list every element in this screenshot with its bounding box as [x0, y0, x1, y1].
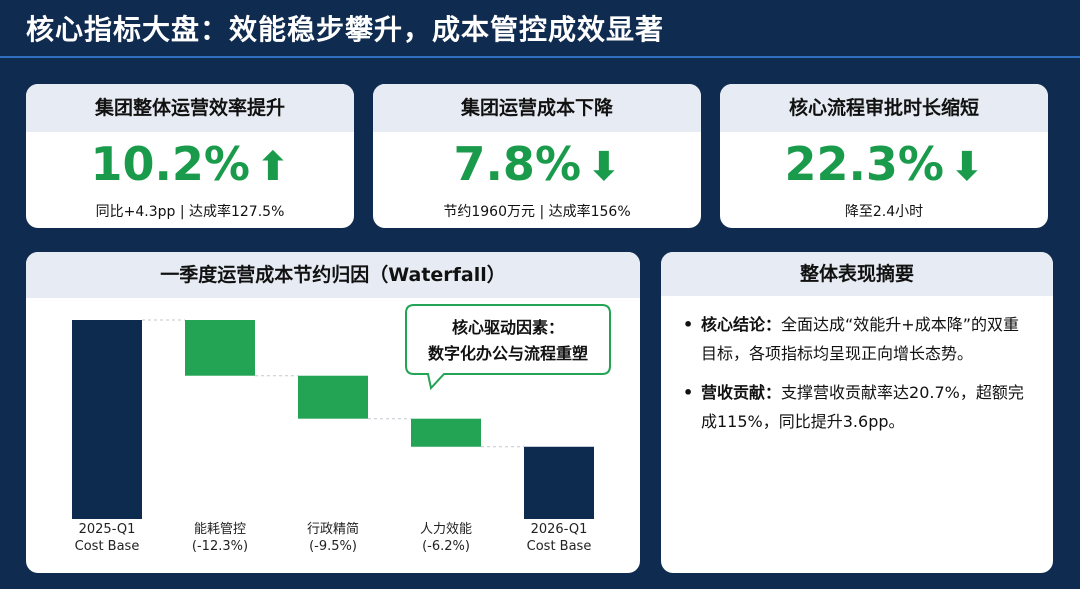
decrease-bar — [298, 375, 368, 419]
kpi-value: 7.8% ⬇ — [373, 136, 701, 195]
kpi-number: 22.3% — [784, 137, 945, 191]
kpi-subtext: 节约1960万元 | 达成率156% — [443, 204, 631, 220]
kpi-value: 22.3% ⬇ — [720, 136, 1048, 195]
x-tick-label: (-6.2%) — [422, 539, 470, 554]
kpi-label: 集团整体运营效率提升 — [26, 84, 354, 132]
kpi-number: 10.2% — [90, 137, 251, 191]
decrease-bar — [185, 320, 255, 376]
kpi-card-approval: 核心流程审批时长缩短 22.3% ⬇ 降至2.4小时 — [720, 84, 1048, 228]
x-tick-label: 行政精简 — [307, 521, 359, 537]
kpi-subtext: 同比+4.3pp | 达成率127.5% — [95, 204, 285, 220]
decrease-bar — [411, 418, 481, 447]
kpi-card-efficiency: 集团整体运营效率提升 10.2% ⬆ 同比+4.3pp | 达成率127.5% — [26, 84, 354, 228]
x-tick-label: Cost Base — [75, 539, 140, 554]
arrow-down-icon: ⬇ — [587, 144, 621, 190]
x-tick-label: 人力效能 — [420, 522, 472, 537]
x-tick-label: 能耗管控 — [194, 522, 246, 537]
kpi-number: 7.8% — [453, 137, 582, 191]
kpi-subtext: 降至2.4小时 — [844, 204, 924, 220]
page-title: 核心指标大盘：效能稳步攀升，成本管控成效显著 — [26, 13, 665, 46]
total-bar — [524, 446, 594, 519]
x-tick-label: Cost Base — [527, 539, 592, 554]
x-tick-label: 2025-Q1 — [79, 522, 136, 537]
summary-item-text: 支撑营收贡献率达20.7%，超额完成115%，同比提升3.6pp。 — [701, 383, 1024, 431]
callout-bubble — [405, 304, 611, 391]
summary-item-revenue: 营收贡献：支撑营收贡献率达20.7%，超额完成115%，同比提升3.6pp。 — [683, 378, 1033, 436]
waterfall-chart-card: 一季度运营成本节约归因（Waterfall） 2025-Q1 Cost Base 能… — [26, 252, 640, 573]
callout-line-2: 数字化办公与流程重塑 — [428, 344, 588, 363]
summary-item-label: 营收贡献： — [701, 383, 782, 402]
summary-item-label: 核心结论： — [701, 315, 782, 334]
chart-title: 一季度运营成本节约归因（Waterfall） — [26, 252, 640, 298]
arrow-down-icon: ⬇ — [950, 144, 984, 190]
kpi-value: 10.2% ⬆ — [26, 136, 354, 195]
summary-item-text: 全面达成“效能升+成本降”的双重目标，各项指标均呈现正向增长态势。 — [701, 315, 1020, 363]
summary-item-conclusion: 核心结论：全面达成“效能升+成本降”的双重目标，各项指标均呈现正向增长态势。 — [683, 310, 1033, 368]
x-tick-label: 2026-Q1 — [531, 522, 588, 537]
arrow-up-icon: ⬆ — [256, 144, 290, 190]
callout-line-1: 核心驱动因素： — [452, 318, 564, 337]
kpi-label: 核心流程审批时长缩短 — [720, 84, 1048, 132]
summary-card: 整体表现摘要 核心结论：全面达成“效能升+成本降”的双重目标，各项指标均呈现正向… — [661, 252, 1053, 573]
total-bar — [72, 320, 142, 519]
kpi-label: 集团运营成本下降 — [373, 84, 701, 132]
summary-title: 整体表现摘要 — [661, 252, 1053, 296]
x-tick-label: (-9.5%) — [309, 539, 357, 554]
x-tick-label: (-12.3%) — [192, 539, 248, 554]
title-divider — [0, 56, 1080, 58]
waterfall-chart: 2025-Q1 Cost Base 能耗管控 (-12.3%) 行政精简 (-9.5%) 人… — [72, 304, 611, 554]
summary-list: 核心结论：全面达成“效能升+成本降”的双重目标，各项指标均呈现正向增长态势。 营… — [661, 296, 1053, 436]
kpi-card-cost: 集团运营成本下降 7.8% ⬇ 节约1960万元 | 达成率156% — [373, 84, 701, 228]
